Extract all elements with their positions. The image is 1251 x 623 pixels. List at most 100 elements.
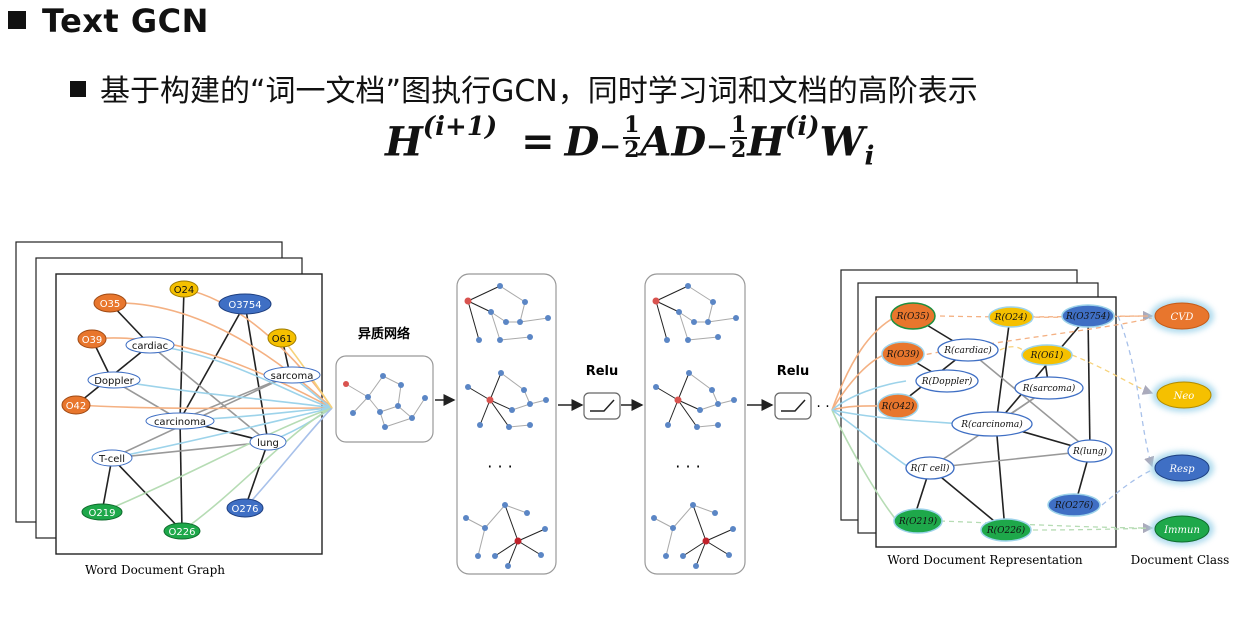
- relu-1-icon: [590, 399, 615, 412]
- formula-h-sup: (i+1): [422, 112, 498, 142]
- node-o219-label: O219: [89, 508, 116, 519]
- slide-subtitle-text: 基于构建的“词一文档”图执行GCN，同时学习词和文档的高阶表示: [100, 74, 978, 109]
- repr-node-doppler-label: R(Doppler): [921, 376, 973, 387]
- relu-1-label: Relu: [586, 364, 619, 379]
- formula-w-sub: i: [864, 141, 875, 172]
- repr-node-o61-label: R(O61): [1030, 350, 1064, 361]
- formula-h: H: [385, 118, 423, 166]
- repr-node-o219: R(O219): [893, 508, 943, 534]
- formula-w: W: [819, 118, 865, 166]
- class-cvd: CVD: [1150, 299, 1214, 333]
- node-o35: O35: [93, 293, 127, 313]
- node-carcinoma-label: carcinoma: [154, 417, 206, 428]
- node-o35-label: O35: [100, 299, 121, 310]
- node-o24: O24: [169, 280, 199, 298]
- relu-2-label: Relu: [777, 364, 810, 379]
- repr-node-carcinoma-label: R(carcinoma): [960, 419, 1023, 430]
- repr-node-lung-label: R(lung): [1072, 446, 1108, 457]
- repr-node-sarcoma-label: R(sarcoma): [1022, 383, 1076, 394]
- repr-node-cardiac-label: R(cardiac): [943, 345, 992, 356]
- layer1-graph-bottom: [463, 502, 548, 569]
- formula-minus-2: −: [706, 132, 728, 162]
- node-sarcoma-label: sarcoma: [271, 371, 314, 382]
- subtitle-bullet: [70, 80, 86, 97]
- hetero-network-box: [335, 355, 434, 443]
- repr-node-tcell-label: R(T cell): [910, 463, 950, 474]
- node-o24-label: O24: [174, 285, 195, 296]
- title-bullet: [8, 11, 26, 29]
- relu-1-box: [583, 392, 621, 420]
- node-o276: O276: [226, 498, 264, 518]
- formula-equals: =: [521, 118, 555, 166]
- repr-node-o24-label: R(O24): [994, 312, 1028, 323]
- repr-node-o24: R(O24): [988, 306, 1034, 328]
- repr-caption: Word Document Representation: [887, 553, 1083, 567]
- formula-exponent-2: −1 2: [706, 112, 748, 164]
- node-o219: O219: [81, 503, 123, 521]
- repr-node-o3754-label: R(O3754): [1065, 311, 1111, 322]
- slide-title: Text GCN: [8, 2, 209, 40]
- hetero-network-graph: [343, 373, 428, 430]
- repr-node-o226-label: R(O226): [986, 525, 1026, 536]
- repr-node-o61: R(O61): [1021, 344, 1073, 366]
- relu-2-box: [774, 392, 812, 420]
- node-lung-label: lung: [257, 438, 279, 449]
- class-immun: Immun: [1150, 512, 1214, 546]
- class-resp-label: Resp: [1169, 464, 1196, 475]
- node-o42-label: O42: [66, 401, 87, 412]
- formula-frac-num-1: 1: [623, 112, 641, 140]
- node-o3754: O3754: [218, 293, 272, 315]
- layer2-ellipsis: · · ·: [675, 457, 700, 476]
- repr-node-o35-label: R(O35): [896, 311, 930, 322]
- class-neo-label: Neo: [1173, 391, 1195, 402]
- node-o61: O61: [267, 328, 297, 348]
- node-o42: O42: [61, 395, 91, 415]
- class-resp: Resp: [1150, 451, 1214, 485]
- formula-h2: H: [747, 118, 786, 166]
- node-o39-label: O39: [82, 335, 103, 346]
- formula-d1: D: [564, 118, 600, 166]
- repr-node-tcell: R(T cell): [905, 456, 955, 480]
- repr-node-o226: R(O226): [980, 518, 1032, 542]
- repr-node-o3754: R(O3754): [1061, 304, 1115, 328]
- repr-node-o42-label: R(O42): [881, 401, 915, 412]
- node-cardiac: cardiac: [125, 336, 175, 354]
- node-o226: O226: [163, 522, 201, 540]
- node-tcell-label: T-cell: [98, 454, 125, 465]
- class-caption: Document Class: [1131, 553, 1230, 567]
- formula-frac-den-1: 2: [624, 137, 640, 164]
- repr-node-lung: R(lung): [1067, 439, 1113, 463]
- trailing-dots: · ·: [816, 399, 829, 415]
- repr-node-o39: R(O39): [881, 341, 925, 367]
- node-o61-label: O61: [272, 334, 293, 345]
- class-neo: Neo: [1152, 378, 1216, 412]
- layer1-graph-top: [464, 283, 551, 343]
- repr-node-o276: R(O276): [1047, 493, 1101, 517]
- node-cardiac-label: cardiac: [132, 341, 168, 352]
- repr-node-o276-label: R(O276): [1054, 500, 1094, 511]
- node-sarcoma: sarcoma: [263, 366, 321, 384]
- layer2-graph-top: [652, 283, 739, 343]
- layer1-ellipsis: · · ·: [487, 457, 512, 476]
- formula-h2-sup: (i): [785, 112, 820, 142]
- node-o276-label: O276: [232, 504, 259, 515]
- formula-frac-num-2: 1: [729, 112, 748, 140]
- repr-node-sarcoma: R(sarcoma): [1014, 376, 1084, 400]
- class-cvd-label: CVD: [1171, 312, 1194, 323]
- node-o3754-label: O3754: [228, 300, 261, 311]
- gcn-formula: H(i+1) = D −1 2 AD −1 2 H(i)Wi: [385, 112, 875, 172]
- formula-a: A: [640, 118, 672, 166]
- node-tcell: T-cell: [91, 449, 133, 467]
- repr-node-carcinoma: R(carcinoma): [951, 411, 1033, 437]
- repr-nodes: R(O35) R(O24) R(O3754) R(O39) R(cardiac)…: [877, 302, 1115, 542]
- formula-frac-den-2: 2: [730, 137, 747, 164]
- repr-node-cardiac: R(cardiac): [937, 338, 999, 362]
- slide-subtitle: 基于构建的“词一文档”图执行GCN，同时学习词和文档的高阶表示: [70, 66, 978, 110]
- formula-d2: D: [671, 118, 707, 166]
- node-doppler: Doppler: [87, 371, 141, 389]
- repr-node-o42: R(O42): [877, 393, 919, 419]
- repr-node-o39-label: R(O39): [886, 349, 920, 360]
- graph-nodes: O35 O24 O3754 O39 O61 cardiac sarcoma Do…: [61, 280, 321, 540]
- formula-minus-1: −: [599, 132, 622, 162]
- layer1-graph-mid: [465, 370, 549, 430]
